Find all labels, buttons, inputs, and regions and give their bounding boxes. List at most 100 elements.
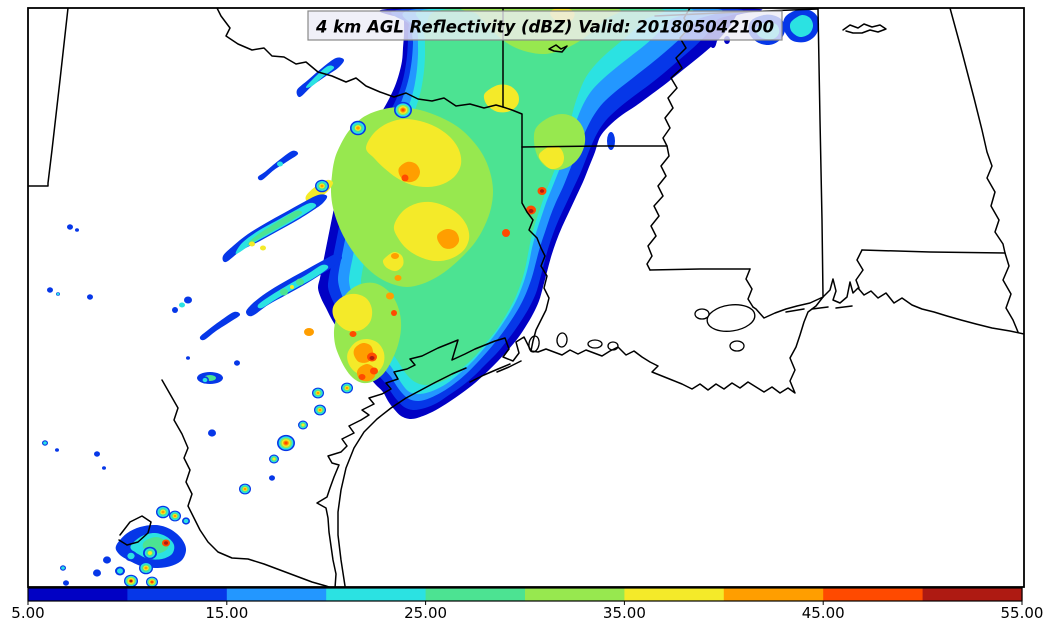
storm-cell-ring — [301, 423, 305, 427]
boundary-line — [548, 44, 568, 53]
echo-contour — [369, 356, 375, 360]
storm-cell-ring — [144, 566, 148, 570]
echo-contour — [394, 275, 402, 281]
echo-contour — [305, 65, 335, 88]
echo-contour — [290, 285, 294, 289]
boundary-line — [118, 515, 152, 546]
echo-contour — [538, 145, 565, 170]
storm-cell-ring — [93, 569, 101, 577]
echo-contour — [199, 311, 241, 341]
boundary-line — [842, 23, 887, 34]
storm-cell-ring — [356, 126, 360, 130]
colorbar-segment — [723, 588, 824, 601]
boundary-line — [316, 296, 824, 587]
storm-cell-ring — [103, 556, 111, 564]
boundary-line — [752, 296, 824, 319]
echo-contour — [358, 374, 366, 380]
echo-contour — [172, 307, 178, 313]
boundary-line — [161, 379, 332, 587]
lake — [729, 340, 745, 352]
echo-contour — [296, 278, 304, 286]
echo-contour — [349, 331, 357, 337]
colorbar-tick-label: 35.00 — [603, 604, 646, 622]
boundary-line — [28, 8, 69, 187]
storm-cell-ring — [75, 228, 79, 232]
boundary-line — [861, 249, 1006, 254]
boundary-line — [822, 278, 1024, 335]
storm-cell-ring — [102, 466, 106, 470]
colorbar-segment — [226, 588, 327, 601]
storm-cell-ring — [127, 552, 135, 560]
lake — [706, 304, 756, 332]
state-borders-and-coastline — [28, 8, 1024, 587]
boundary-line — [646, 8, 691, 271]
storm-cell-ring — [147, 550, 153, 556]
storm-cell-ring — [186, 356, 190, 360]
boundary-line — [745, 268, 754, 308]
boundary-line — [811, 306, 829, 310]
storm-cell-ring — [316, 391, 320, 395]
title-box-background — [307, 10, 783, 41]
colorbar-segment — [525, 588, 625, 601]
lake — [587, 339, 603, 349]
colorbar-segment — [823, 588, 924, 601]
colorbar-tick-label: 45.00 — [802, 604, 845, 622]
echo-contour — [280, 288, 288, 296]
title-box: 4 km AGL Reflectivity (dBZ) Valid: 20180… — [307, 10, 783, 41]
echo-contour — [789, 14, 814, 38]
colorbar-tick-label: 55.00 — [1001, 604, 1044, 622]
echo-contour — [386, 292, 394, 300]
echo-contour — [607, 132, 615, 150]
boundary-line — [216, 8, 504, 109]
echo-contour — [247, 210, 303, 246]
echo-contour — [332, 293, 373, 332]
echo-contour — [401, 174, 409, 182]
storm-cell-ring — [202, 377, 208, 383]
boundary-line — [521, 146, 550, 352]
echo-contour — [360, 8, 665, 386]
boundary-line — [817, 8, 824, 297]
storm-cell-ring — [284, 441, 288, 445]
echo-contour — [179, 302, 185, 308]
storm-cell-ring — [87, 294, 93, 300]
colorbar-tick-label: 15.00 — [205, 604, 248, 622]
colorbar-tick-label: 25.00 — [404, 604, 447, 622]
boundary-line — [649, 268, 751, 271]
storm-cell-ring — [150, 580, 154, 584]
storm-cell-ring — [94, 451, 100, 457]
colorbar-segment — [326, 588, 427, 601]
echo-contour — [437, 228, 460, 249]
boundary-line — [949, 8, 1006, 254]
storm-cell-ring — [56, 292, 60, 296]
storm-cell-ring — [43, 441, 47, 445]
boundary-line — [502, 106, 523, 148]
echo-contour — [260, 245, 266, 251]
boundary-line — [521, 145, 668, 148]
storm-cell-ring — [47, 287, 53, 293]
storm-cell-ring — [129, 579, 133, 583]
colorbar: 5.00 15.00 25.00 35.00 45.00 55.00 — [11, 587, 1044, 622]
boundary-line — [496, 360, 522, 373]
colorbar-segment — [425, 588, 526, 601]
map-frame — [27, 7, 1025, 588]
storm-cell-ring — [401, 108, 405, 112]
echo-contour — [502, 229, 510, 237]
colorbar-segment — [624, 588, 725, 601]
storm-cell-ring — [161, 510, 165, 514]
storm-cell-ring — [55, 448, 59, 452]
boundary-line — [469, 363, 511, 383]
echo-contour — [391, 253, 399, 259]
boundary-line — [337, 367, 467, 587]
colorbar-tick-label: 5.00 — [11, 604, 44, 622]
storm-cell-ring — [318, 408, 322, 412]
colorbar-segment — [922, 588, 1023, 601]
storm-cell-ring — [320, 184, 324, 188]
storm-cell-ring — [234, 360, 240, 366]
storm-cell-ring — [183, 518, 189, 524]
storm-cell-ring — [63, 580, 69, 586]
storm-cell-ring — [345, 386, 349, 390]
storm-cell-ring — [173, 514, 177, 518]
lake — [556, 332, 568, 348]
storm-cell-ring — [208, 429, 216, 437]
